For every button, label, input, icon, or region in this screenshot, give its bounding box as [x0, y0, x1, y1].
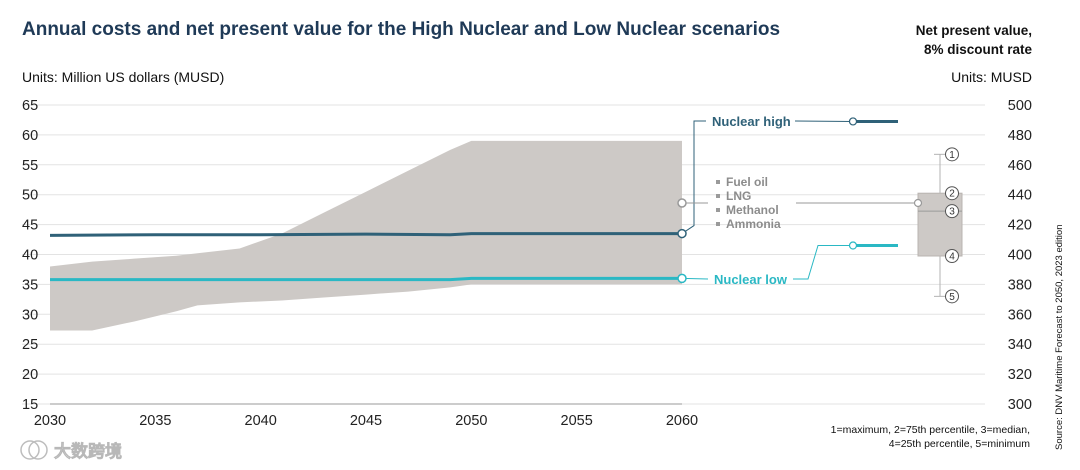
y-tick-label-20: 20: [22, 367, 38, 383]
x-tick-label-2060: 2060: [666, 413, 698, 429]
right-y-tick-label-320: 320: [1008, 367, 1032, 383]
fuel-bullet-1: [716, 194, 720, 198]
npv-marker-number-3: 3: [949, 207, 955, 218]
x-tick-label-2045: 2045: [350, 413, 382, 429]
nuclear-high-label: Nuclear high: [712, 114, 791, 129]
footnote-line1: 1=maximum, 2=75th percentile, 3=median,: [831, 424, 1030, 436]
series-layer: [49, 232, 682, 282]
npv-marker-number-4: 4: [949, 251, 955, 262]
series-line-nuclear-high: [49, 232, 682, 237]
fuel-bullet-0: [716, 180, 720, 184]
npv-marker-circle-2: [945, 186, 959, 201]
fuel-label-3: Ammonia: [726, 217, 781, 231]
npv-marker-number-2: 2: [949, 189, 955, 200]
npv-marker-circle-1: [945, 147, 959, 162]
y-tick-label-50: 50: [22, 188, 38, 204]
npv-marker-number-1: 1: [949, 150, 955, 161]
y-tick-label-45: 45: [22, 218, 38, 234]
right-y-tick-label-400: 400: [1008, 248, 1032, 264]
npv-nuclear-high-marker: [848, 117, 858, 126]
npv-marker-number-5: 5: [949, 292, 955, 303]
nuclear-low-label: Nuclear low: [714, 272, 788, 287]
fuel-label-1: LNG: [726, 189, 751, 203]
npv-marker-circle-4: [945, 248, 959, 263]
y-tick-label-15: 15: [22, 397, 38, 413]
fuel-end-marker: [677, 198, 687, 208]
npv-fuel-marker: [913, 198, 923, 208]
watermark-icon: [20, 440, 40, 460]
x-tick-label-2050: 2050: [455, 413, 487, 429]
fuel-label-2: Methanol: [726, 203, 779, 217]
units-right: Units: MUSD: [951, 69, 1032, 85]
watermark-icon-2: [28, 440, 48, 460]
watermark-logo: 大数跨境: [20, 440, 122, 461]
footnote-line2: 4=25th percentile, 5=minimum: [889, 438, 1030, 450]
right-y-tick-label-300: 300: [1008, 397, 1032, 413]
y-tick-label-60: 60: [22, 128, 38, 144]
right-y-tick-label-440: 440: [1008, 188, 1032, 204]
y-tick-label-25: 25: [22, 337, 38, 353]
npv-box: [917, 192, 963, 257]
label-layer: Nuclear high Nuclear low Fuel oilLNGMethan…: [677, 114, 791, 287]
y-tick-label-55: 55: [22, 158, 38, 174]
npv-layer: 1 2 3 4 5: [848, 117, 963, 304]
npv-marker-circle-5: [945, 289, 959, 304]
y-tick-label-65: 65: [22, 98, 38, 114]
nuclear-high-end-marker: [677, 228, 687, 239]
right-y-tick-label-360: 360: [1008, 307, 1032, 323]
x-tick-label-2030: 2030: [34, 413, 66, 429]
x-tick-label-2040: 2040: [245, 413, 277, 429]
npv-title-line1: Net present value,: [916, 23, 1032, 38]
nuclear-low-end-marker: [677, 273, 687, 284]
right-y-tick-label-420: 420: [1008, 218, 1032, 234]
right-y-tick-label-480: 480: [1008, 128, 1032, 144]
nuclear-high-leader: [681, 120, 706, 234]
y-tick-label-35: 35: [22, 277, 38, 293]
right-y-tick-label-380: 380: [1008, 277, 1032, 293]
units-left: Units: Million US dollars (MUSD): [22, 69, 224, 85]
fuel-bullet-3: [716, 222, 720, 226]
y-tick-label-30: 30: [22, 307, 38, 323]
right-y-tick-label-500: 500: [1008, 98, 1032, 114]
npv-title-line2: 8% discount rate: [924, 42, 1033, 57]
series-line-nuclear-low: [50, 276, 682, 282]
nuclear-low-npv-leader: [793, 245, 853, 280]
fuel-bullet-2: [716, 208, 720, 212]
x-tick-label-2055: 2055: [561, 413, 593, 429]
source-note: Source: DNV Maritime Forecast to 2050, 2…: [1054, 225, 1065, 450]
chart-title: Annual costs and net present value for t…: [22, 19, 780, 40]
watermark-text: 大数跨境: [54, 441, 122, 461]
right-y-tick-label-340: 340: [1008, 337, 1032, 353]
right-y-tick-label-460: 460: [1008, 158, 1032, 174]
x-tick-label-2035: 2035: [139, 413, 171, 429]
npv-marker-circle-3: [945, 204, 959, 219]
npv-nuclear-low-marker: [848, 241, 858, 250]
connector-layer: [681, 120, 918, 280]
y-tick-label-40: 40: [22, 248, 38, 264]
fuel-label-0: Fuel oil: [726, 175, 768, 189]
